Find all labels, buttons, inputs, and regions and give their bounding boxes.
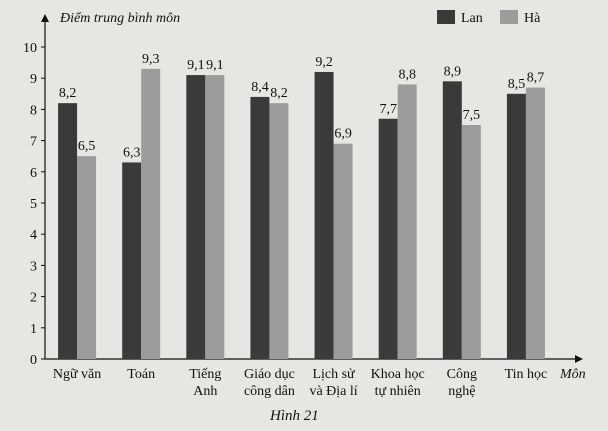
- data-label: 8,5: [508, 77, 526, 92]
- legend-label-lan: Lan: [461, 11, 483, 26]
- y-axis-title: Điểm trung bình môn: [59, 11, 180, 26]
- x-axis-arrow-icon: [575, 355, 583, 363]
- x-tick-label: Khoa học tự nhiên: [371, 367, 425, 399]
- bar-ha: [205, 75, 225, 359]
- legend: Lan Hà: [437, 10, 541, 26]
- y-axis-arrow-icon: [41, 14, 49, 22]
- legend-label-ha: Hà: [524, 11, 541, 26]
- data-label: 9,1: [206, 58, 224, 73]
- bar-lan: [186, 75, 206, 359]
- bar-ha: [141, 68, 161, 359]
- x-tick-label: Toán: [127, 367, 155, 382]
- bar-ha: [77, 156, 97, 359]
- bar-lan: [506, 93, 526, 360]
- x-tick-label: Tiếng Anh: [189, 367, 221, 399]
- figure-caption: Hình 21: [269, 408, 319, 424]
- y-tick-label: 3: [30, 259, 37, 274]
- data-label: 7,5: [463, 108, 481, 123]
- data-label: 8,9: [444, 64, 462, 79]
- data-label: 6,9: [334, 127, 352, 142]
- data-label: 7,7: [379, 102, 397, 117]
- bar-ha: [461, 125, 481, 359]
- x-tick-label: Lịch sử và Địa lí: [309, 367, 357, 399]
- data-label: 9,2: [315, 55, 333, 70]
- bar-lan: [314, 71, 334, 360]
- data-label: 8,2: [270, 86, 288, 101]
- y-tick-label: 7: [30, 135, 37, 150]
- x-tick-label: Công nghệ: [447, 367, 477, 399]
- bar-lan: [250, 96, 270, 360]
- bar-lan: [122, 162, 142, 359]
- data-label: 8,2: [59, 86, 77, 101]
- bar-ha: [525, 87, 545, 359]
- y-tick-label: 6: [30, 166, 37, 181]
- y-tick-label: 4: [30, 228, 37, 243]
- x-tick-label: Ngữ văn: [53, 367, 101, 382]
- legend-swatch-ha: [500, 10, 518, 24]
- x-axis-title: Môn: [559, 367, 586, 382]
- data-label: 8,7: [527, 71, 545, 86]
- bar-ha: [269, 103, 289, 359]
- y-tick-label: 2: [30, 291, 37, 306]
- data-label: 6,3: [123, 145, 141, 160]
- x-tick-label: Giáo dục công dân: [244, 367, 295, 399]
- bar-lan: [378, 118, 398, 359]
- data-label: 9,3: [142, 52, 160, 67]
- y-tick-label: 10: [23, 41, 37, 56]
- bar-ha: [397, 84, 417, 359]
- data-label: 6,5: [78, 139, 96, 154]
- data-label: 9,1: [187, 58, 205, 73]
- y-tick-label: 1: [30, 322, 37, 337]
- data-label: 8,4: [251, 80, 269, 95]
- x-tick-label: Tin học: [505, 367, 548, 382]
- legend-swatch-lan: [437, 10, 455, 24]
- bar-lan: [58, 103, 78, 359]
- bar-ha: [333, 143, 353, 359]
- data-label: 8,8: [398, 67, 416, 82]
- y-tick-label: 9: [30, 72, 37, 87]
- y-tick-label: 5: [30, 197, 37, 212]
- y-tick-label: 0: [30, 353, 37, 368]
- y-tick-label: 8: [30, 103, 37, 118]
- bar-lan: [442, 81, 462, 359]
